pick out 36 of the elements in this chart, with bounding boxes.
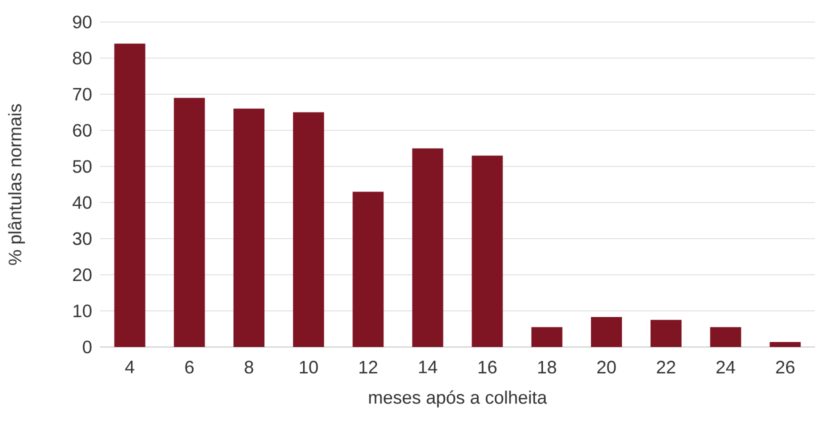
bar bbox=[472, 156, 503, 347]
x-tick-label: 26 bbox=[776, 360, 794, 374]
x-tick-label: 12 bbox=[359, 360, 378, 374]
bar bbox=[412, 148, 444, 347]
x-tick-label: 6 bbox=[185, 360, 194, 374]
y-tick-label: 90 bbox=[73, 16, 92, 28]
y-tick-label: 60 bbox=[73, 124, 92, 137]
bar bbox=[590, 317, 622, 347]
y-tick-label: 40 bbox=[72, 196, 92, 209]
bar bbox=[293, 112, 324, 347]
y-tick-label: 20 bbox=[73, 268, 92, 282]
x-tick-label: 22 bbox=[656, 360, 676, 374]
y-tick-label: 0 bbox=[82, 340, 92, 354]
y-tick-label: 70 bbox=[73, 88, 92, 101]
y-tick-label: 10 bbox=[74, 304, 92, 318]
bar bbox=[233, 108, 264, 347]
y-axis-title: % plântulas normais bbox=[8, 104, 25, 265]
bar bbox=[770, 342, 801, 347]
bar bbox=[531, 327, 562, 347]
x-tick-label: 16 bbox=[478, 360, 497, 374]
x-tick-label: 18 bbox=[538, 360, 556, 374]
bar bbox=[114, 44, 146, 347]
x-axis-title: meses após a colheita bbox=[369, 390, 548, 408]
y-tick-label: 30 bbox=[72, 232, 92, 246]
bar bbox=[650, 320, 682, 347]
x-tick-label: 8 bbox=[244, 360, 254, 374]
x-tick-label: 4 bbox=[125, 360, 134, 374]
x-tick-label: 14 bbox=[419, 360, 438, 374]
y-tick-label: 80 bbox=[72, 52, 92, 64]
bar bbox=[352, 192, 384, 347]
bar bbox=[174, 98, 205, 347]
bar bbox=[710, 327, 742, 347]
y-tick-label: 50 bbox=[72, 160, 92, 173]
x-tick-label: 24 bbox=[716, 360, 736, 374]
x-tick-label: 10 bbox=[300, 360, 318, 374]
x-tick-label: 20 bbox=[597, 360, 616, 374]
